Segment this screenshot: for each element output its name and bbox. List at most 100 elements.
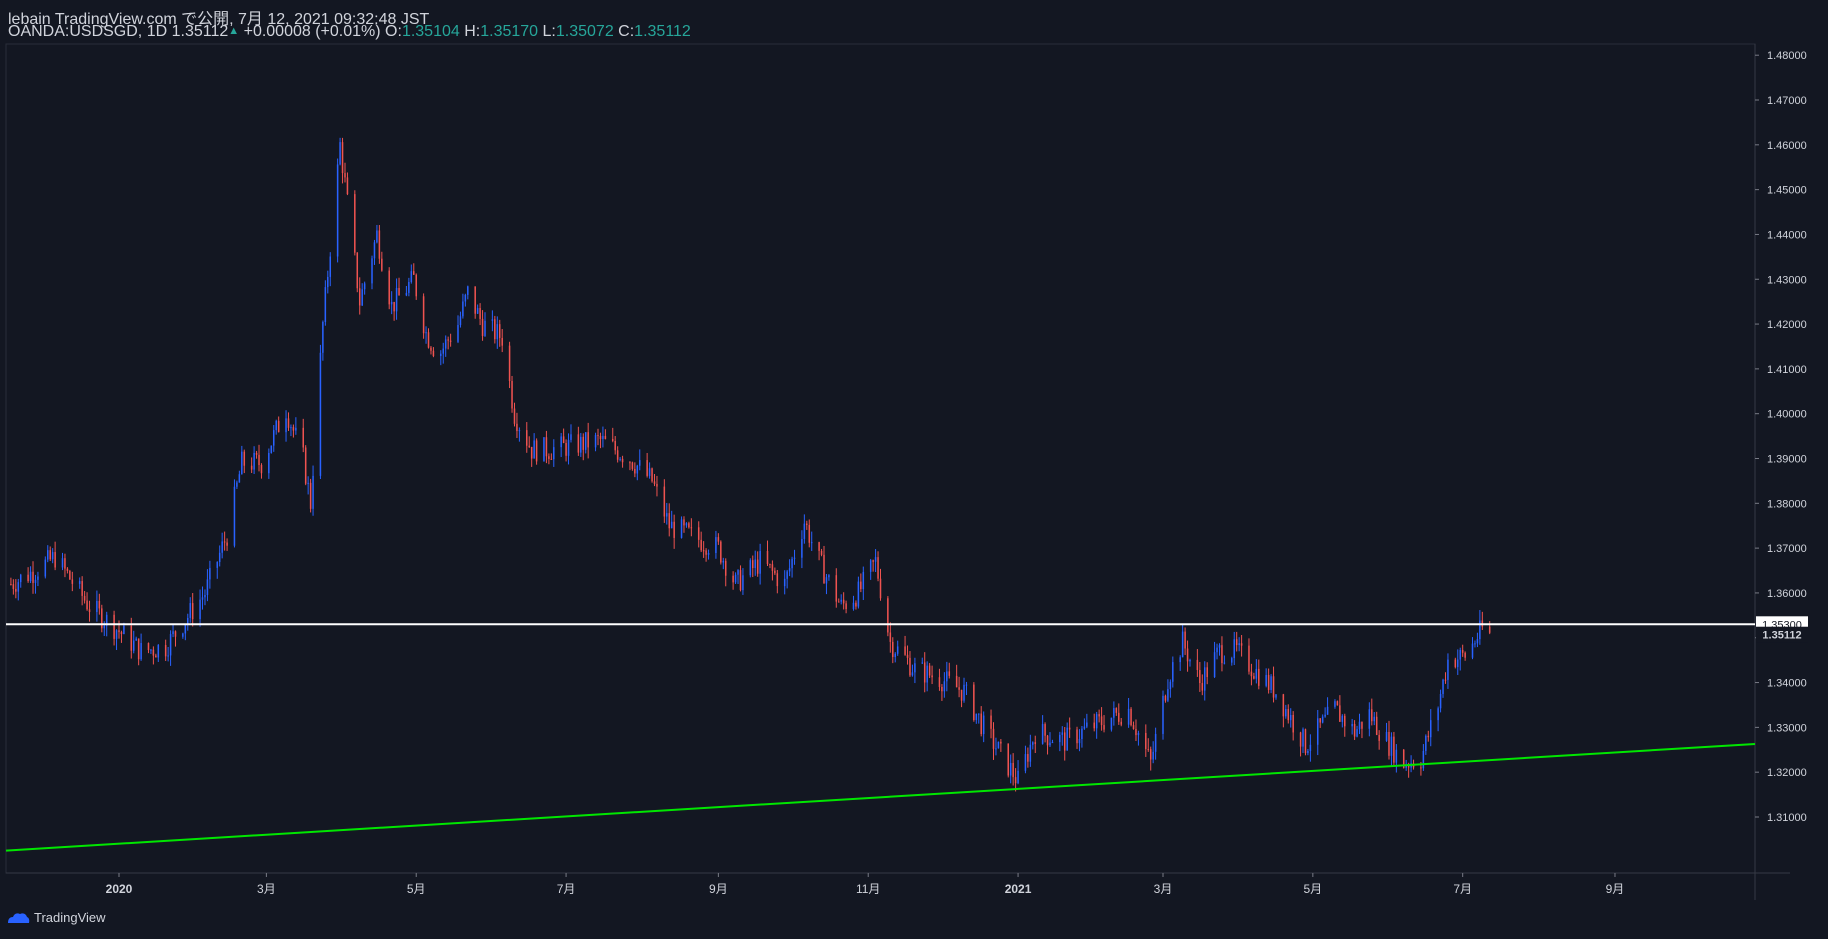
candle-body (32, 571, 34, 583)
price-axis[interactable]: 1.48000 1.47000 1.46000 1.45000 1.44000 1.430… (1755, 50, 1808, 824)
candle-body (336, 164, 339, 257)
tradingview-logo-icon (8, 912, 30, 923)
candle-body (233, 486, 236, 546)
candle-body (840, 599, 842, 602)
candle-body (825, 577, 828, 584)
candle-body (167, 655, 169, 657)
candle-body (707, 553, 710, 555)
candle-body (27, 574, 29, 582)
time-axis[interactable]: 2020 3月 5月 7月 9月 11月 2021 3月 5月 7月 9月 (106, 873, 1625, 896)
candle-body (1199, 670, 1201, 684)
candle-body (599, 436, 602, 440)
symbol-legend: OANDA:USDSGD, 1D 1.35112▲ +0.00008 (+0.0… (8, 23, 691, 41)
candle-body (1196, 659, 1199, 671)
candle-body (1479, 620, 1481, 640)
candle-body (1326, 706, 1329, 715)
candle-body (803, 523, 806, 539)
candle-body (476, 308, 479, 314)
close-value: 1.35112 (634, 23, 691, 40)
candle-body (191, 603, 194, 620)
price-tick-label: 1.46000 (1767, 140, 1807, 152)
candle-body (1395, 749, 1398, 763)
candle-body (955, 675, 958, 688)
candle-body (250, 465, 253, 470)
candle-body (1378, 734, 1380, 741)
price-tick-label: 1.39000 (1767, 454, 1807, 466)
candle-body (101, 608, 103, 629)
candle-body (494, 319, 496, 340)
price-tick-label: 1.34000 (1767, 678, 1807, 690)
candle-body (1189, 659, 1191, 662)
candle-body (535, 440, 538, 462)
candle-body (1103, 725, 1105, 730)
candle-body (105, 614, 108, 626)
candle-body (1162, 695, 1164, 734)
high-label: H: (464, 23, 481, 40)
candle-body (226, 542, 228, 546)
candle-body (319, 352, 322, 476)
candle-body (948, 671, 951, 676)
candle-body (155, 655, 157, 658)
candle-body (697, 527, 700, 540)
candle-body (837, 601, 840, 603)
candle-body (137, 638, 140, 660)
candle-body (828, 575, 830, 578)
candle-body (1081, 728, 1083, 739)
candle-body (309, 482, 312, 509)
candle-body (818, 542, 820, 551)
candle-body (481, 318, 484, 336)
candle-body (442, 348, 445, 354)
candle-body (774, 570, 776, 574)
candle-body (1336, 701, 1339, 706)
time-tick-label: 3月 (1154, 882, 1173, 896)
candle-body (69, 570, 71, 580)
candle-body (253, 452, 255, 470)
tradingview-branding[interactable]: TradingView (6, 910, 106, 925)
price-chart[interactable]: 1.48000 1.47000 1.46000 1.45000 1.44000 1.430… (0, 0, 1828, 900)
candle-body (479, 308, 481, 319)
candle-body (631, 462, 634, 469)
candle-body (1216, 647, 1218, 653)
candle-body (992, 728, 995, 749)
candle-body (889, 632, 892, 642)
candle-body (204, 595, 206, 598)
symbol-name[interactable]: OANDA:USDSGD, 1D (8, 23, 168, 40)
candle-body (1339, 705, 1341, 722)
candle-body (562, 436, 565, 444)
candle-body (1405, 765, 1407, 768)
candle-body (688, 523, 690, 528)
candle-body (1393, 736, 1395, 763)
candle-body (548, 456, 550, 459)
candle-body (820, 550, 823, 555)
candle-body (909, 657, 911, 676)
price-tick-label: 1.44000 (1767, 229, 1807, 241)
candle-body (1127, 708, 1130, 725)
candle-body (720, 541, 722, 563)
time-tick-label: 5月 (407, 882, 426, 896)
candle-body (1373, 716, 1376, 722)
candle-body (132, 640, 135, 651)
candle-body (135, 638, 137, 641)
candle-body (378, 230, 381, 259)
candle-body (651, 468, 653, 482)
candle-body (1488, 626, 1491, 633)
low-label: L: (542, 23, 556, 40)
candle-body (218, 552, 221, 563)
candle-body (766, 550, 769, 564)
candle-body (1371, 709, 1373, 722)
candle-body (995, 748, 997, 750)
candle-body (516, 423, 518, 432)
time-tick-label: 9月 (1606, 882, 1625, 896)
candle-body (1130, 708, 1132, 726)
candle-body (459, 316, 462, 326)
candle-body (1324, 714, 1326, 717)
candle-body (327, 276, 329, 288)
candle-body (172, 631, 174, 635)
candle-body (938, 677, 941, 687)
candle-body (118, 630, 120, 633)
candle-body (648, 468, 651, 476)
candle-body (1474, 643, 1476, 645)
candle-body (1289, 714, 1292, 721)
candle-body (973, 684, 975, 721)
candle-body (71, 579, 74, 584)
